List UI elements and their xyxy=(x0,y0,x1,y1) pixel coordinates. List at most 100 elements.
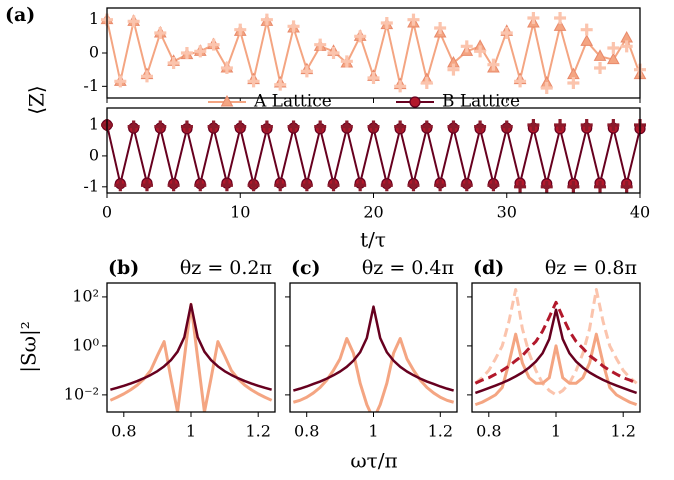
axes-frame xyxy=(289,282,458,413)
x-tick-label: 1 xyxy=(186,422,196,441)
marker xyxy=(167,57,180,69)
marker xyxy=(607,42,620,54)
marker xyxy=(207,120,220,133)
marker xyxy=(553,19,567,31)
series-line xyxy=(109,302,273,412)
x-tick-label: 10 xyxy=(230,203,250,222)
marker xyxy=(527,119,540,131)
y-tick-label: 0 xyxy=(89,43,99,62)
marker xyxy=(380,179,393,192)
x-tick-label: 40 xyxy=(630,203,650,222)
marker xyxy=(607,52,620,65)
marker xyxy=(247,179,260,192)
marker xyxy=(287,120,300,133)
x-tick-label: 1 xyxy=(368,422,378,441)
marker xyxy=(447,120,460,133)
y-tick-label: 10⁰ xyxy=(72,335,99,354)
marker xyxy=(554,12,567,24)
legend-label: A Lattice xyxy=(253,92,332,112)
y-tick-label: 0 xyxy=(89,145,99,164)
marker xyxy=(180,47,193,59)
marker xyxy=(114,179,127,192)
axes-frame xyxy=(106,107,641,194)
series-line xyxy=(474,300,638,385)
series-line xyxy=(474,332,638,407)
panel-title: θz = 0.4π xyxy=(362,257,454,279)
marker xyxy=(220,179,233,192)
series-line xyxy=(474,308,638,395)
marker xyxy=(260,120,273,133)
marker xyxy=(140,179,153,192)
marker xyxy=(327,179,340,192)
axes-frame xyxy=(471,282,641,413)
marker xyxy=(127,15,140,28)
x-axis-label: t/τ xyxy=(360,228,386,252)
x-tick-label: 1.2 xyxy=(610,422,635,441)
series-line xyxy=(474,288,638,397)
panel-label: (c) xyxy=(291,257,321,279)
marker xyxy=(394,80,407,93)
y-tick-label: 1 xyxy=(89,115,99,134)
marker xyxy=(527,12,540,24)
marker xyxy=(554,119,567,131)
marker xyxy=(514,180,527,193)
marker xyxy=(514,75,527,88)
marker xyxy=(620,40,633,53)
marker xyxy=(394,120,407,133)
marker xyxy=(114,75,127,88)
x-tick-label: 1.2 xyxy=(428,422,453,441)
marker xyxy=(580,34,594,46)
y-tick-label: 10⁻² xyxy=(64,384,99,403)
marker xyxy=(380,17,393,29)
marker xyxy=(607,119,620,131)
marker xyxy=(500,27,513,39)
marker xyxy=(620,180,633,193)
marker xyxy=(594,62,607,74)
marker xyxy=(274,78,287,91)
marker xyxy=(567,77,580,89)
marker xyxy=(460,179,473,192)
marker xyxy=(407,179,420,192)
marker xyxy=(500,120,513,133)
marker xyxy=(167,179,180,192)
legend-marker xyxy=(409,96,421,108)
legend-label: B Lattice xyxy=(442,92,520,112)
panel-label: (d) xyxy=(473,257,504,279)
marker xyxy=(207,38,220,51)
x-tick-label: 0.8 xyxy=(111,422,136,441)
marker xyxy=(340,120,353,133)
marker xyxy=(407,13,420,26)
marker xyxy=(367,120,380,133)
x-tick-label: 0.8 xyxy=(476,422,501,441)
series-line xyxy=(110,303,272,391)
marker xyxy=(180,120,193,133)
marker xyxy=(487,58,500,71)
marker xyxy=(540,180,553,193)
marker xyxy=(314,38,327,51)
x-tick-label: 0 xyxy=(102,203,112,222)
marker xyxy=(420,120,433,133)
marker xyxy=(594,180,607,193)
panel-label: (b) xyxy=(108,257,139,279)
marker xyxy=(487,179,500,192)
axes-frame xyxy=(106,7,641,99)
marker xyxy=(300,65,313,78)
marker xyxy=(447,63,460,76)
y-tick-label: -1 xyxy=(83,176,99,195)
marker xyxy=(540,82,553,94)
marker xyxy=(474,120,487,133)
marker xyxy=(327,47,340,59)
marker xyxy=(300,179,313,192)
marker xyxy=(154,120,167,133)
legend-marker xyxy=(220,94,234,107)
marker xyxy=(593,49,607,61)
series-line xyxy=(292,305,455,392)
series-line xyxy=(292,337,455,412)
x-tick-label: 30 xyxy=(497,203,517,222)
marker xyxy=(234,23,247,36)
marker xyxy=(140,70,153,83)
y-tick-label: 1 xyxy=(89,9,99,28)
marker xyxy=(287,20,300,33)
panel-title: θz = 0.8π xyxy=(545,257,637,279)
